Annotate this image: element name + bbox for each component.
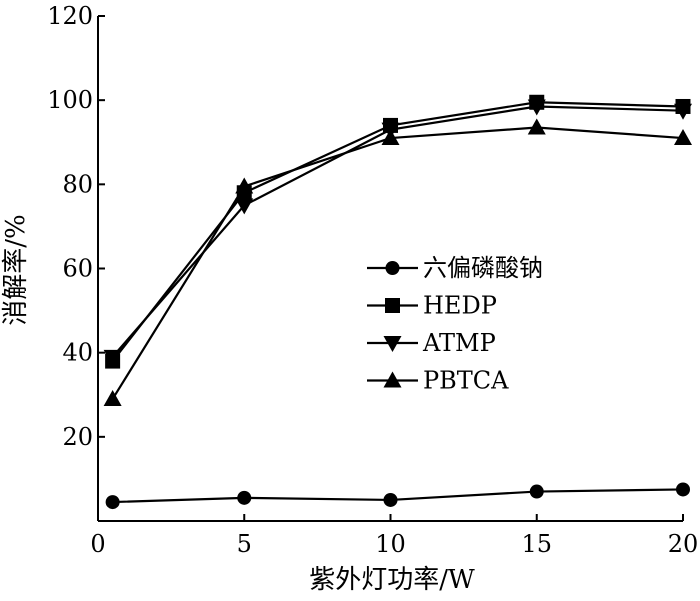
series-group: [103, 94, 692, 510]
data-point-0-2: [383, 492, 398, 507]
data-point-3-1: [235, 177, 254, 194]
data-point-3-0: [103, 389, 122, 406]
series-line-1: [111, 101, 684, 362]
data-point-0-0: [105, 495, 120, 510]
x-tick-label-10: 10: [375, 530, 406, 558]
data-point-2-3: [527, 99, 546, 116]
legend-marker-1: [385, 298, 400, 313]
legend-item-1: HEDP: [367, 292, 497, 320]
series-3: [103, 118, 692, 406]
legend-marker-3: [383, 371, 402, 388]
y-tick-label-20: 20: [62, 423, 93, 451]
y-axis-ticks: 20 40 60 80 100 120: [47, 2, 105, 451]
y-tick-label-100: 100: [47, 86, 93, 114]
series-line-0: [112, 488, 684, 504]
x-tick-label-5: 5: [237, 530, 252, 558]
x-tick-label-15: 15: [521, 530, 552, 558]
data-point-0-1: [237, 490, 252, 505]
y-axis-label: 消解率/%: [1, 214, 31, 325]
data-point-3-2: [381, 129, 400, 146]
series-1: [105, 94, 691, 369]
y-tick-label-120: 120: [47, 2, 93, 30]
data-point-2-4: [674, 103, 692, 120]
data-point-2-1: [235, 198, 254, 215]
data-point-0-4: [676, 482, 690, 497]
x-axis-label: 紫外灯功率/W: [309, 565, 475, 595]
series-2: [103, 99, 692, 366]
data-point-3-4: [674, 129, 692, 146]
data-point-0-3: [529, 484, 544, 499]
legend-item-2: ATMP: [367, 329, 496, 357]
x-tick-label-0: 0: [90, 530, 105, 558]
data-point-3-3: [527, 118, 546, 135]
y-tick-label-80: 80: [62, 170, 93, 198]
legend-label-0: 六偏磷酸钠: [423, 254, 543, 282]
series-0: [105, 482, 690, 510]
legend-label-3: PBTCA: [423, 367, 509, 395]
legend-item-0: 六偏磷酸钠: [367, 254, 543, 282]
series-line-3: [111, 126, 684, 400]
x-axis-ticks: 0 5 10 15 20: [90, 514, 698, 558]
data-point-2-0: [103, 349, 122, 366]
y-tick-label-40: 40: [62, 339, 93, 367]
legend-item-3: PBTCA: [367, 367, 509, 395]
x-tick-label-20: 20: [668, 530, 699, 558]
legend-marker-2: [383, 336, 402, 352]
legend-label-2: ATMP: [422, 329, 496, 357]
legend: 六偏磷酸钠 HEDP ATMP PBTCA: [367, 254, 543, 395]
y-tick-label-60: 60: [62, 255, 93, 283]
legend-marker-0: [385, 261, 400, 275]
legend-label-1: HEDP: [423, 292, 497, 320]
